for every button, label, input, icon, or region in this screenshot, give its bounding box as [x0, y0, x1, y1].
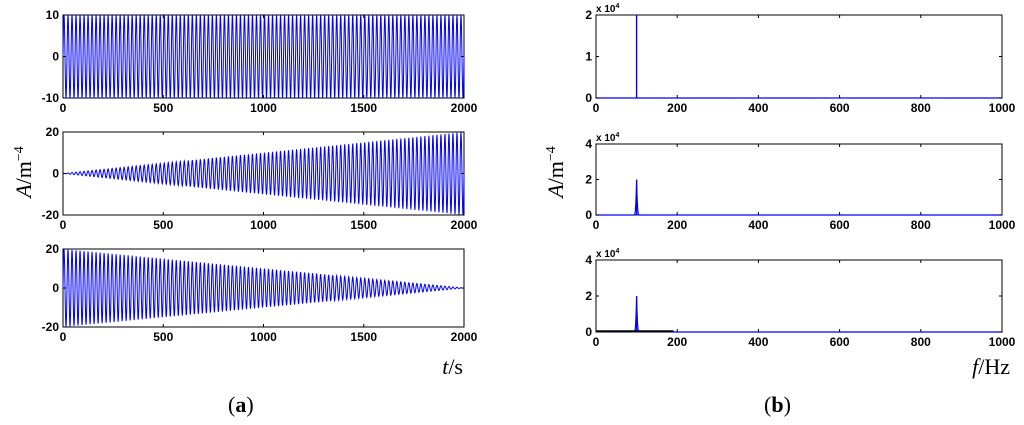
- y-axis-label-left-unit: /m: [11, 161, 36, 184]
- x-tick-label: 200: [667, 218, 687, 232]
- y-tick-label: 2: [585, 173, 592, 187]
- signal-line: [62, 14, 465, 99]
- x-axis-label-left-unit: /s: [448, 354, 463, 379]
- y-tick-label: 0: [52, 167, 59, 181]
- x-tick-label: 400: [748, 218, 768, 232]
- y-axis-label-right-unit: /m: [543, 161, 568, 184]
- scale-factor: x 104: [596, 248, 619, 260]
- x-tick-label: 1000: [250, 101, 277, 115]
- y-tick-label: 2: [585, 8, 592, 22]
- x-tick-label: 500: [153, 101, 173, 115]
- plot-frame: [595, 143, 1003, 216]
- x-tick-label: 1000: [989, 101, 1016, 115]
- spectrum-line: [596, 179, 1002, 216]
- x-axis-label-left-symbol: t: [442, 354, 449, 379]
- x-axis-label-left: t/s: [442, 354, 463, 379]
- signal-line: [62, 249, 465, 327]
- caption-b-letter: b: [771, 392, 784, 417]
- x-axis-label-right: f/Hz: [972, 354, 1010, 379]
- y-tick-label: 0: [585, 208, 592, 222]
- scale-exponent: 4: [615, 3, 619, 10]
- x-tick-label: 1500: [350, 330, 377, 344]
- y-tick-label: 4: [585, 137, 592, 151]
- x-tick-label: 0: [60, 218, 67, 232]
- y-tick-label: -20: [42, 320, 60, 334]
- x-tick-label: 1500: [350, 101, 377, 115]
- x-tick-label: 200: [667, 335, 687, 349]
- scale-exponent: 4: [615, 132, 619, 139]
- y-tick-label: 1: [585, 50, 592, 64]
- x-tick-label: 1500: [350, 218, 377, 232]
- y-tick-label: 4: [585, 253, 592, 267]
- x-axis-label-right-unit: /Hz: [978, 354, 1010, 379]
- y-tick-label: 2: [585, 289, 592, 303]
- x-tick-label: 600: [830, 218, 850, 232]
- y-tick-label: -10: [42, 91, 60, 105]
- x-tick-label: 1000: [989, 218, 1016, 232]
- x-tick-label: 600: [830, 101, 850, 115]
- x-tick-label: 2000: [451, 218, 478, 232]
- x-tick-label: 400: [748, 335, 768, 349]
- x-tick-label: 0: [60, 101, 67, 115]
- x-tick-label: 500: [153, 218, 173, 232]
- plot-frame: [595, 14, 1003, 99]
- y-axis-label-right-symbol: A: [543, 184, 568, 200]
- x-tick-label: 800: [911, 101, 931, 115]
- x-tick-label: 1000: [250, 330, 277, 344]
- x-tick-label: 600: [830, 335, 850, 349]
- x-tick-label: 400: [748, 101, 768, 115]
- y-tick-label: 0: [52, 281, 59, 295]
- y-tick-label: 20: [46, 242, 60, 256]
- panel-b1: 0 200 400 600 800 1000 0 1 2 x 104: [585, 3, 1015, 115]
- caption-b: (b): [764, 392, 791, 417]
- scale-factor: x 104: [596, 3, 619, 15]
- x-tick-label: 200: [667, 101, 687, 115]
- y-axis-label-left-symbol: A: [11, 184, 36, 200]
- x-tick-label: 2000: [451, 330, 478, 344]
- x-tick-label: 1000: [250, 218, 277, 232]
- y-tick-label: 10: [46, 8, 60, 22]
- x-tick-label: 800: [911, 335, 931, 349]
- caption-a: (a): [228, 392, 254, 417]
- x-tick-label: 2000: [451, 101, 478, 115]
- spectrum-line: [596, 295, 1002, 333]
- x-tick-label: 500: [153, 330, 173, 344]
- plot-frame: [595, 259, 1003, 333]
- x-tick-label: 0: [60, 330, 67, 344]
- y-tick-label: 20: [46, 125, 60, 139]
- x-tick-label: 0: [593, 101, 600, 115]
- scale-exponent: 4: [615, 248, 619, 255]
- y-axis-label-left-exponent: −4: [12, 146, 27, 161]
- scale-factor: x 104: [596, 132, 619, 144]
- y-tick-label: -20: [42, 208, 60, 222]
- y-axis-label-left: A/m−4: [11, 146, 36, 200]
- y-axis-label-right: A/m−4: [543, 146, 568, 200]
- signal-line: [62, 132, 465, 215]
- x-tick-label: 0: [593, 335, 600, 349]
- x-tick-label: 1000: [989, 335, 1016, 349]
- y-tick-label: 0: [585, 91, 592, 105]
- y-tick-label: 0: [52, 50, 59, 64]
- y-tick-label: 0: [585, 325, 592, 339]
- y-axis-label-right-exponent: −4: [544, 146, 559, 161]
- x-axis-label-right-symbol: f: [972, 354, 981, 379]
- x-tick-label: 0: [593, 218, 600, 232]
- x-tick-label: 800: [911, 218, 931, 232]
- caption-a-letter: a: [235, 392, 247, 417]
